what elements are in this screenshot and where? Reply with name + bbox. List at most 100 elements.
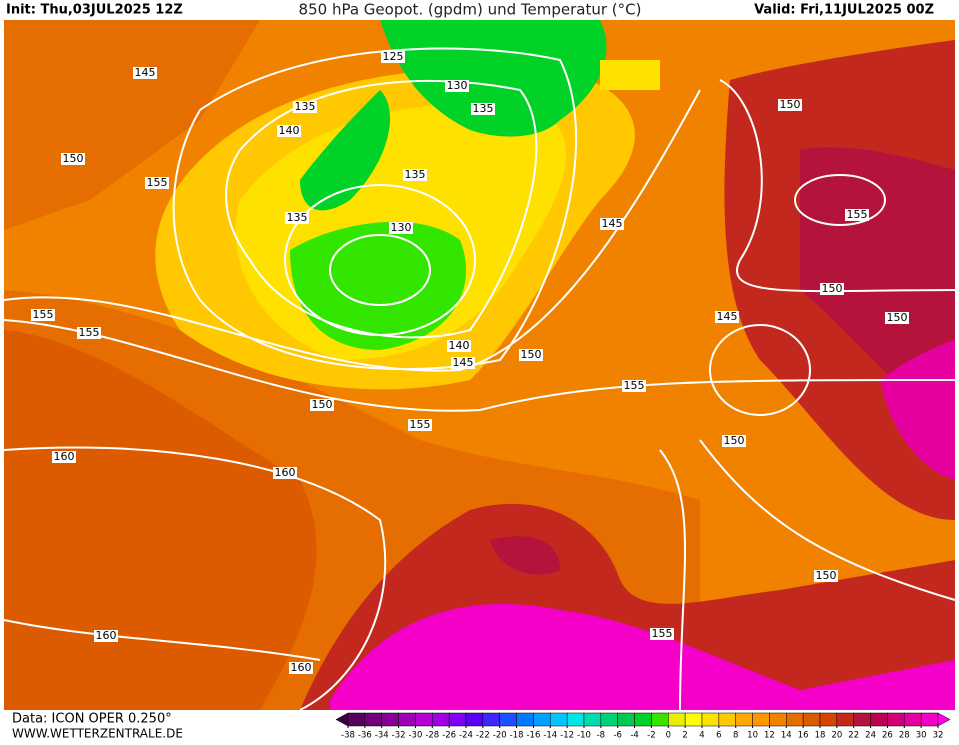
contour-label-box: [310, 399, 334, 411]
colorbar-label: -22: [476, 731, 490, 741]
colorbar-label: 10: [747, 731, 758, 741]
colorbar-bin: [415, 712, 433, 727]
isohypse: [699, 439, 956, 601]
colorbar-bin: [735, 712, 753, 727]
temp-field: [800, 147, 955, 420]
colorbar-bin: [600, 712, 618, 727]
colorbar-label: 0: [666, 731, 671, 741]
contour-label: 150: [780, 98, 801, 111]
isohypse: [3, 319, 959, 412]
colorbar-label: 18: [815, 731, 826, 741]
colorbar-label: 20: [831, 731, 842, 741]
contour-label: 150: [816, 569, 837, 582]
contour-label: 145: [453, 356, 474, 369]
contour-label-box: [77, 327, 101, 339]
contour-label-box: [471, 103, 495, 115]
colorbar-bin: [347, 712, 366, 727]
contour-label-box: [61, 153, 85, 165]
contour-label-box: [289, 662, 313, 674]
colorbar-label: -18: [510, 731, 524, 741]
contour-label-box: [403, 169, 427, 181]
contour-label: 145: [717, 310, 738, 323]
isohypse: [794, 174, 886, 226]
contour-label: 155: [847, 208, 868, 221]
colorbar-label: -34: [375, 731, 389, 741]
temp-field: [4, 20, 260, 230]
contour-label: 135: [295, 100, 316, 113]
colorbar-bin: [634, 712, 652, 727]
colorbar-label: 30: [916, 731, 927, 741]
colorbar-label: 14: [781, 731, 792, 741]
contour-label-box: [381, 51, 405, 63]
colorbar-label: -8: [597, 731, 605, 741]
contour-label: 160: [54, 450, 75, 463]
colorbar-bin: [364, 712, 382, 727]
contour-label: 130: [447, 79, 468, 92]
colorbar-bin: [752, 712, 770, 727]
contour-label: 155: [147, 176, 168, 189]
contour-label-box: [273, 467, 297, 479]
contour-label-box: [814, 570, 838, 582]
contour-label: 155: [652, 627, 673, 640]
colorbar-label: -30: [408, 731, 422, 741]
contour-label: 155: [33, 308, 54, 321]
colorbar-bin: [432, 712, 450, 727]
colorbar-bin: [701, 712, 720, 727]
contour-label-box: [31, 309, 55, 321]
contour-label: 125: [383, 50, 404, 63]
contour-label: 130: [391, 221, 412, 234]
colorbar-bin: [482, 712, 500, 727]
colorbar-bin: [583, 712, 602, 727]
colorbar-label: 26: [882, 731, 893, 741]
colorbar-bin: [499, 712, 517, 727]
colorbar-label: -10: [577, 731, 591, 741]
colorbar-bin: [516, 712, 534, 727]
init-time: Init: Thu,03JUL2025 12Z: [6, 3, 183, 18]
contour-label: 140: [279, 124, 300, 137]
colorbar-label: -24: [459, 731, 473, 741]
contour-label: 155: [79, 326, 100, 339]
colorbar-label: 22: [848, 731, 859, 741]
contour-label: 135: [287, 211, 308, 224]
colorbar-bin: [802, 712, 821, 727]
contour-label: 135: [405, 168, 426, 181]
colorbar-bin: [381, 712, 399, 727]
colorbar-bin: [870, 712, 888, 727]
colorbar-bin: [550, 712, 568, 727]
contour-label-box: [133, 67, 157, 79]
contour-label-box: [778, 99, 802, 111]
colorbar-bin: [533, 712, 551, 727]
colorbar-label: -28: [425, 731, 439, 741]
temp-field: [880, 340, 955, 480]
colorbar-bin: [920, 712, 939, 727]
contour-label-box: [722, 435, 746, 447]
valid-time: Valid: Fri,11JUL2025 00Z: [754, 3, 934, 18]
temp-field: [290, 221, 467, 350]
colorbar-bin: [651, 712, 669, 727]
colorbar-label: -14: [543, 731, 557, 741]
isohypses: [3, 47, 959, 711]
contour-label-box: [650, 628, 674, 640]
isohypse: [659, 449, 686, 711]
contour-label: 150: [887, 311, 908, 324]
colorbar-bin: [668, 712, 686, 727]
colorbar-bin: [718, 712, 736, 727]
contour-label: 150: [724, 434, 745, 447]
colorbar-label: -36: [358, 731, 372, 741]
colorbar-label: -20: [493, 731, 507, 741]
contour-label-box: [145, 177, 169, 189]
isohypse: [3, 446, 387, 711]
contour-label: 135: [473, 102, 494, 115]
colorbar-label: -4: [630, 731, 638, 741]
contour-label-box: [389, 222, 413, 234]
colorbar-label: -38: [341, 731, 355, 741]
contour-label: 150: [63, 152, 84, 165]
contour-label-box: [451, 357, 475, 369]
colorbar-bin: [769, 712, 787, 727]
temp-field: [600, 60, 660, 90]
colorbar-bin: [887, 712, 905, 727]
contour-label-box: [622, 380, 646, 392]
contour-label-box: [277, 125, 301, 137]
